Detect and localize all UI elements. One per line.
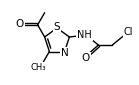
Text: Cl: Cl <box>124 27 133 37</box>
Text: O: O <box>16 19 24 29</box>
Text: NH: NH <box>77 30 92 40</box>
Text: S: S <box>54 22 60 32</box>
Text: O: O <box>81 53 90 63</box>
Text: CH₃: CH₃ <box>31 63 46 72</box>
Text: N: N <box>61 48 69 58</box>
